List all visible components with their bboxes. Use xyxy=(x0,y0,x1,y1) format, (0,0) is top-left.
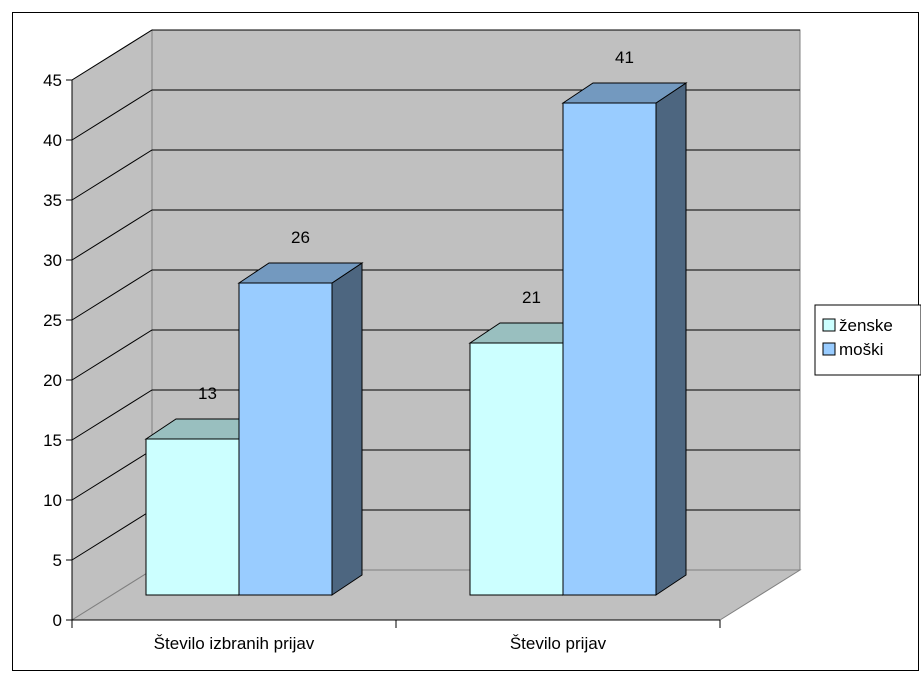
y-tick-label: 35 xyxy=(43,191,62,210)
y-tick-label: 5 xyxy=(53,551,62,570)
legend-box xyxy=(814,304,921,376)
legend-label: ženske xyxy=(839,316,893,335)
bar xyxy=(145,438,240,596)
y-tick-label: 0 xyxy=(53,611,62,630)
category-label: Število izbranih prijav xyxy=(154,634,315,653)
bars xyxy=(144,82,688,596)
y-tick-label: 25 xyxy=(43,311,62,330)
data-label: 26 xyxy=(291,228,310,247)
y-tick-label: 10 xyxy=(43,491,62,510)
gridline xyxy=(71,29,800,81)
data-label: 21 xyxy=(522,288,541,307)
legend-swatch xyxy=(822,342,836,356)
data-label: 13 xyxy=(198,384,217,403)
data-label: 41 xyxy=(615,48,634,67)
category-label: Število prijav xyxy=(510,634,607,653)
legend-label: moški xyxy=(839,340,883,359)
y-tick-label: 30 xyxy=(43,251,62,270)
legend-swatch xyxy=(822,318,836,332)
y-tick-label: 20 xyxy=(43,371,62,390)
legend: ženske moški xyxy=(814,304,921,376)
bar xyxy=(562,102,657,596)
bar xyxy=(469,342,564,596)
labels: 0 5 10 15 20 25 30 35 40 45 Število izbranih prija… xyxy=(43,48,634,653)
y-tick-label: 40 xyxy=(43,131,62,150)
bar-side xyxy=(331,262,363,596)
axes xyxy=(66,79,721,628)
bar xyxy=(238,282,333,596)
side-wall xyxy=(71,29,153,621)
y-tick-label: 45 xyxy=(43,71,62,90)
bar-side xyxy=(655,82,687,596)
y-tick-label: 15 xyxy=(43,431,62,450)
